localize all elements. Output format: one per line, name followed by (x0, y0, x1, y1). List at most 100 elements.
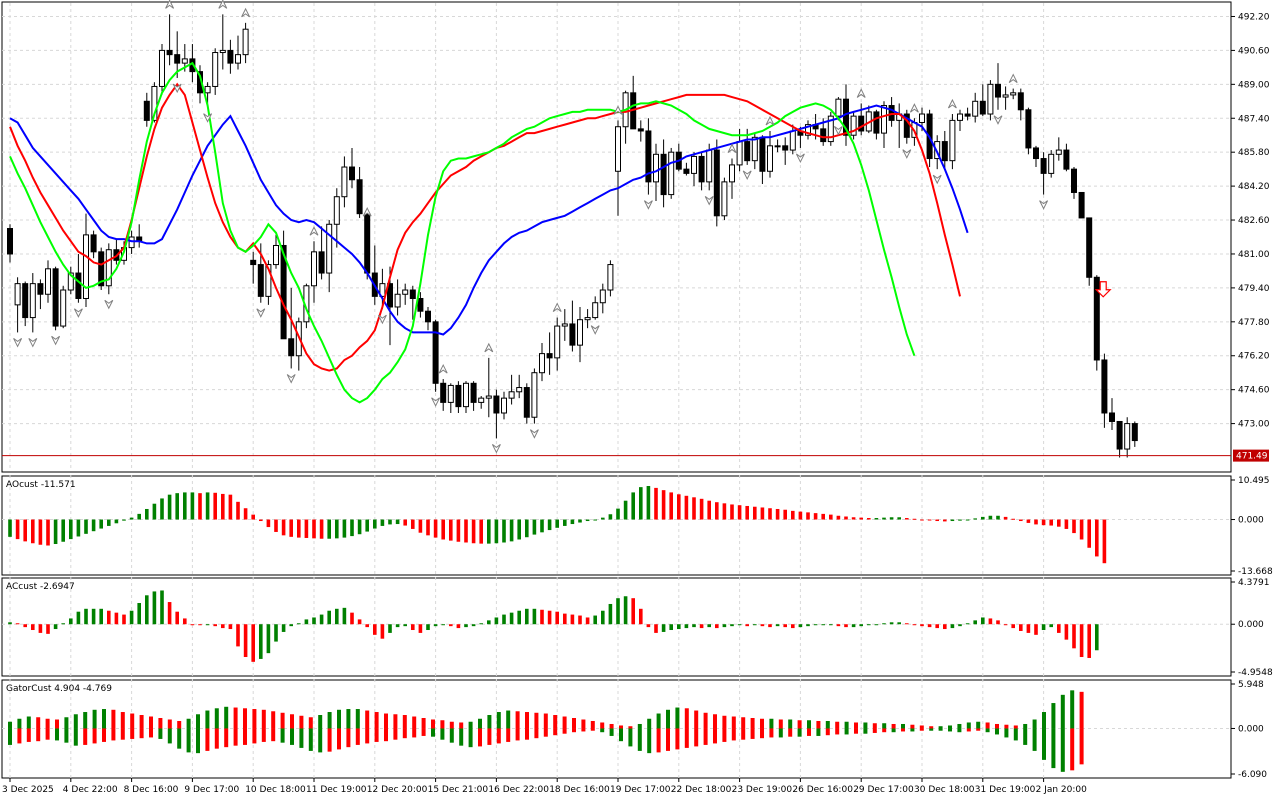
candle[interactable] (273, 234, 279, 269)
candle[interactable] (683, 162, 690, 176)
candle[interactable] (501, 391, 507, 420)
candle[interactable] (1040, 152, 1047, 195)
candle[interactable] (394, 279, 401, 316)
candle[interactable] (105, 243, 112, 295)
candle[interactable] (341, 156, 348, 208)
candle[interactable] (493, 389, 500, 439)
candle[interactable] (1048, 150, 1055, 178)
candle[interactable] (470, 381, 477, 411)
candle[interactable] (767, 130, 773, 178)
candle[interactable] (964, 107, 971, 121)
candle[interactable] (554, 317, 561, 371)
candle[interactable] (1101, 353, 1108, 428)
candle[interactable] (1025, 107, 1032, 155)
candle[interactable] (333, 188, 340, 248)
candle[interactable] (584, 309, 591, 329)
candle[interactable] (987, 80, 994, 121)
candle[interactable] (569, 300, 576, 352)
candle[interactable] (827, 111, 834, 146)
candle[interactable] (432, 319, 439, 392)
candle[interactable] (1010, 88, 1017, 100)
candle[interactable] (660, 139, 667, 208)
candle[interactable] (14, 277, 21, 333)
candle[interactable] (250, 251, 257, 284)
candle[interactable] (349, 147, 355, 189)
candle[interactable] (873, 109, 880, 140)
candle[interactable] (288, 287, 295, 369)
candle[interactable] (607, 260, 614, 297)
candle[interactable] (979, 84, 986, 117)
candle[interactable] (721, 177, 728, 221)
candle[interactable] (83, 213, 89, 307)
candle[interactable] (67, 266, 74, 295)
candle[interactable] (782, 137, 789, 165)
candle[interactable] (1071, 167, 1077, 199)
candle[interactable] (1055, 137, 1062, 161)
candle[interactable] (45, 260, 51, 303)
candle[interactable] (1109, 398, 1115, 430)
candle[interactable] (539, 343, 545, 382)
candle[interactable] (7, 224, 13, 263)
candle[interactable] (1086, 217, 1093, 286)
candle[interactable] (52, 266, 59, 331)
candle[interactable] (455, 381, 462, 413)
gator-pane[interactable] (8, 690, 1084, 772)
candle[interactable] (417, 292, 424, 318)
candle[interactable] (212, 48, 219, 95)
candle[interactable] (326, 220, 333, 293)
candle[interactable] (311, 241, 317, 303)
candle[interactable] (668, 147, 675, 199)
candle[interactable] (835, 97, 842, 121)
candle[interactable] (858, 103, 865, 136)
candle[interactable] (615, 120, 621, 216)
candle[interactable] (98, 247, 105, 291)
candle[interactable] (75, 253, 82, 303)
candle[interactable] (447, 383, 454, 413)
candle[interactable] (577, 306, 583, 363)
candle[interactable] (409, 285, 416, 320)
candle[interactable] (1002, 86, 1009, 110)
candle[interactable] (949, 114, 956, 170)
candle[interactable] (881, 101, 887, 148)
candle[interactable] (972, 92, 979, 123)
candle[interactable] (805, 120, 811, 140)
price-pane[interactable] (2, 0, 1231, 458)
candle[interactable] (957, 109, 963, 131)
candle[interactable] (1131, 421, 1138, 447)
candle[interactable] (599, 283, 606, 314)
candle[interactable] (425, 306, 431, 331)
candle[interactable] (90, 230, 97, 259)
candle[interactable] (463, 381, 469, 413)
candle[interactable] (379, 268, 386, 310)
candle[interactable] (356, 167, 363, 218)
candle[interactable] (219, 14, 226, 70)
candle[interactable] (592, 296, 599, 320)
candle[interactable] (888, 97, 895, 127)
candle[interactable] (318, 226, 325, 280)
candle[interactable] (903, 109, 910, 144)
candle[interactable] (478, 396, 485, 409)
candle[interactable] (1063, 143, 1070, 172)
candle[interactable] (166, 14, 173, 66)
candle[interactable] (1116, 420, 1123, 458)
candle[interactable] (713, 139, 720, 227)
candle[interactable] (637, 120, 644, 142)
candle[interactable] (995, 63, 1001, 110)
ac-pane[interactable] (8, 590, 1099, 662)
candle[interactable] (531, 368, 538, 424)
candle[interactable] (774, 139, 781, 153)
candle[interactable] (159, 44, 165, 95)
candle[interactable] (22, 281, 29, 327)
candle[interactable] (645, 118, 652, 195)
candle[interactable] (174, 31, 181, 78)
candle[interactable] (546, 332, 553, 375)
candle[interactable] (850, 111, 857, 140)
candle[interactable] (508, 374, 515, 405)
candle[interactable] (485, 357, 492, 418)
candle[interactable] (402, 283, 409, 305)
candle[interactable] (227, 39, 234, 74)
candle[interactable] (143, 92, 150, 127)
candle[interactable] (29, 273, 36, 333)
candle[interactable] (729, 158, 735, 199)
candle[interactable] (1017, 88, 1024, 121)
